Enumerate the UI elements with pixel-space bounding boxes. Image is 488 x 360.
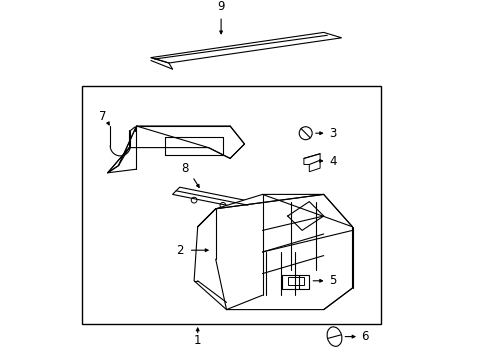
Text: 3: 3 xyxy=(328,127,336,140)
Text: 5: 5 xyxy=(328,274,336,287)
Text: 7: 7 xyxy=(99,111,106,123)
Text: 8: 8 xyxy=(181,162,188,175)
Polygon shape xyxy=(303,154,320,172)
Ellipse shape xyxy=(326,327,341,346)
Polygon shape xyxy=(107,126,244,173)
Polygon shape xyxy=(194,194,352,310)
Bar xyxy=(287,277,303,285)
Polygon shape xyxy=(172,187,251,209)
Bar xyxy=(82,86,381,324)
Text: 2: 2 xyxy=(176,244,183,257)
Text: 4: 4 xyxy=(328,156,336,168)
Polygon shape xyxy=(151,32,341,63)
Text: 1: 1 xyxy=(194,334,201,347)
Text: 6: 6 xyxy=(361,330,368,343)
Text: 9: 9 xyxy=(217,0,224,13)
Bar xyxy=(282,275,309,289)
